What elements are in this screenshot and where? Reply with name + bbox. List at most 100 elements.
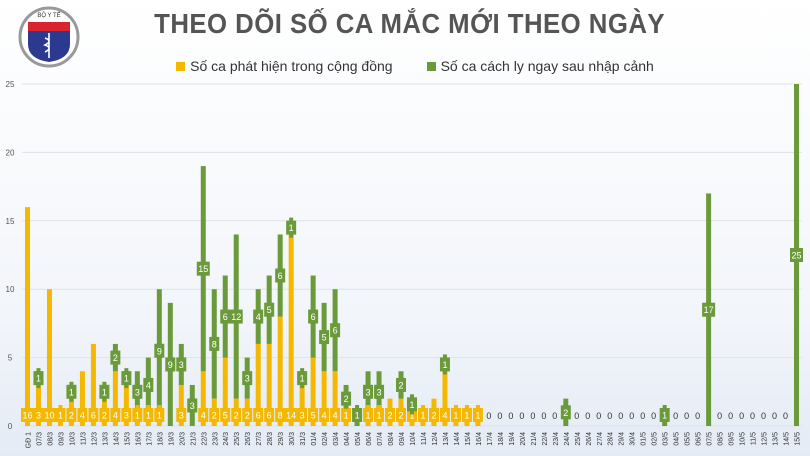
data-label-quarantine-box-tab xyxy=(333,320,338,341)
data-label-quarantine-box-tab xyxy=(794,245,799,265)
x-tick-label: 27/3 xyxy=(256,432,263,446)
legend-label-quarantine: Số ca cách ly ngay sau nhập cảnh xyxy=(440,58,654,74)
data-label-quarantine: 1 xyxy=(289,223,294,233)
x-tick-label: 11/4 xyxy=(421,432,428,445)
data-label-community: 4 xyxy=(442,411,447,421)
data-label-community: 1 xyxy=(377,411,382,421)
data-label-quarantine-box-tab xyxy=(223,306,228,327)
data-label-quarantine: 8 xyxy=(212,339,217,349)
y-tick-label: 15 xyxy=(6,217,15,226)
data-label-community-box-tab xyxy=(431,405,436,425)
data-label-quarantine: 12 xyxy=(231,312,241,322)
data-label-zero: 0 xyxy=(783,411,788,421)
data-label-community-box-tab xyxy=(399,405,404,425)
data-label-community: 2 xyxy=(234,411,239,421)
x-tick-label: 19/4 xyxy=(509,432,516,446)
data-label-community-box-tab xyxy=(475,405,480,425)
x-tick-label: 10/5 xyxy=(740,432,747,446)
x-tick-label: 25/4 xyxy=(575,432,582,446)
data-label-quarantine-box-tab xyxy=(102,381,107,402)
data-label-community: 4 xyxy=(201,411,206,421)
x-tick-label: 11/3 xyxy=(80,432,87,445)
data-label-zero: 0 xyxy=(541,411,546,421)
bar-community xyxy=(79,371,85,426)
x-tick-label: 01/5 xyxy=(641,432,648,446)
data-label-community: 5 xyxy=(311,411,316,421)
data-label-community: 6 xyxy=(256,411,261,421)
y-tick-label: 10 xyxy=(6,285,15,294)
data-label-community: 1 xyxy=(157,411,162,421)
data-label-community-box-tab xyxy=(442,405,447,425)
data-label-quarantine-box-tab xyxy=(190,395,195,416)
data-label-quarantine-box-tab xyxy=(113,347,118,368)
data-label-zero: 0 xyxy=(717,411,722,421)
x-tick-label: GĐ 1 xyxy=(25,432,32,448)
data-label-community-box-tab xyxy=(278,405,283,425)
legend: Số ca phát hiện trong cộng đồng Số ca cá… xyxy=(0,58,810,74)
data-label-zero: 0 xyxy=(750,411,755,421)
data-label-zero: 0 xyxy=(486,411,491,421)
data-label-quarantine-box-tab xyxy=(234,306,239,327)
data-label-quarantine-box-tab xyxy=(366,381,371,402)
data-label-quarantine-box-tab xyxy=(410,394,414,415)
x-tick-label: 09/5 xyxy=(729,432,736,446)
x-tick-label: 24/3 xyxy=(223,432,230,446)
data-label-quarantine: 25 xyxy=(791,251,801,261)
x-tick-label: 13/3 xyxy=(102,432,109,446)
data-label-zero: 0 xyxy=(530,411,535,421)
data-label-community-box-tab xyxy=(366,405,371,425)
data-label-community: 3 xyxy=(300,411,305,421)
data-label-quarantine-box-tab xyxy=(662,405,667,425)
x-tick-label: 18/4 xyxy=(498,432,505,446)
x-tick-label: 23/4 xyxy=(553,432,560,446)
bar-community xyxy=(321,371,327,426)
data-label-community: 5 xyxy=(223,411,228,421)
data-label-quarantine-box-tab xyxy=(146,374,151,395)
data-label-community-box-tab xyxy=(80,405,85,425)
data-label-quarantine-box-tab xyxy=(311,306,316,327)
data-label-zero: 0 xyxy=(761,411,766,421)
data-label-quarantine-box-tab xyxy=(300,368,305,389)
x-tick-label: 12/5 xyxy=(762,432,769,446)
data-label-zero: 0 xyxy=(607,411,612,421)
data-label-community-box-tab xyxy=(124,405,129,425)
x-tick-label: 17/4 xyxy=(487,432,494,446)
data-label-community-box-tab xyxy=(102,405,107,425)
data-label-community: 10 xyxy=(44,411,54,421)
data-label-community-box-tab xyxy=(267,405,272,425)
svg-text:BỘ Y TẾ: BỘ Y TẾ xyxy=(37,12,60,19)
data-label-zero: 0 xyxy=(574,411,579,421)
data-label-quarantine: 9 xyxy=(157,346,162,356)
data-label-quarantine-box-tab xyxy=(201,258,206,279)
data-label-community: 1 xyxy=(464,411,469,421)
data-label-quarantine: 4 xyxy=(146,380,151,390)
data-label-community-box-tab xyxy=(464,405,469,425)
data-label-quarantine: 3 xyxy=(245,374,250,384)
x-tick-label: 20/4 xyxy=(520,432,527,446)
data-label-zero: 0 xyxy=(651,411,656,421)
data-label-zero: 0 xyxy=(695,411,700,421)
data-label-quarantine-box-tab xyxy=(69,381,74,402)
data-label-quarantine: 15 xyxy=(198,264,208,274)
data-label-community: 2 xyxy=(431,411,436,421)
bar-community xyxy=(46,289,52,426)
x-tick-label: 08/4 xyxy=(388,432,395,446)
data-label-quarantine: 6 xyxy=(311,312,316,322)
legend-swatch-quarantine xyxy=(426,61,436,71)
bar-community xyxy=(90,343,96,426)
x-tick-label: 27/4 xyxy=(597,432,604,446)
data-label-quarantine: 1 xyxy=(442,360,447,370)
data-label-community: 2 xyxy=(102,411,107,421)
data-label-quarantine-box-tab xyxy=(289,217,294,238)
x-tick-label: 07/5 xyxy=(707,432,714,446)
data-label-quarantine: 3 xyxy=(179,360,184,370)
data-label-zero: 0 xyxy=(552,411,557,421)
data-label-community-box-tab xyxy=(311,405,316,425)
x-tick-label: 06/5 xyxy=(696,432,703,446)
data-label-quarantine-box-tab xyxy=(344,388,349,409)
data-label-quarantine: 1 xyxy=(300,374,305,384)
data-label-quarantine-box-tab xyxy=(267,299,272,320)
legend-swatch-community xyxy=(176,61,186,71)
data-label-community: 2 xyxy=(245,411,250,421)
